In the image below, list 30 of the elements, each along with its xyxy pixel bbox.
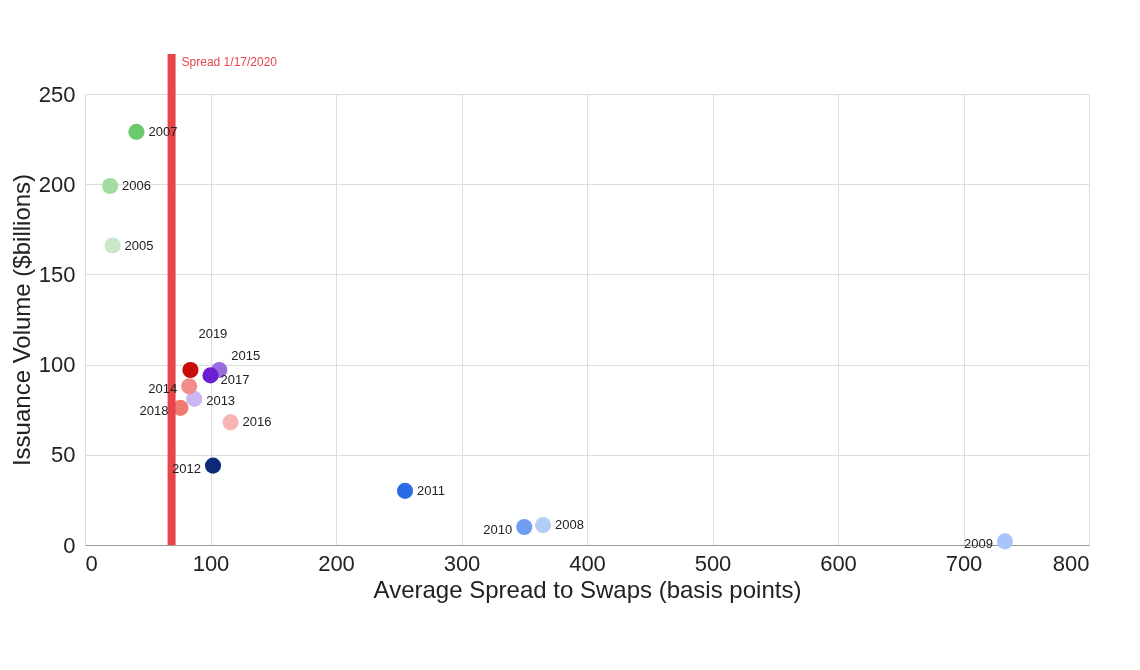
series-label: 2018 [139,402,169,418]
series-label: 2011 [417,482,445,498]
series-label: 2013 [206,392,236,408]
series-label: 2017 [220,372,250,388]
y-tick-label: 50 [51,442,76,468]
x-tick-label: 500 [694,550,732,576]
series-label: 2006 [122,178,152,193]
y-tick-label: 100 [38,352,76,378]
x-axis-title: Average Spread to Swaps (basis points) [373,575,802,603]
x-tick-label: 0 [85,550,98,576]
x-tick-label: 600 [820,550,857,576]
y-tick-label: 150 [38,261,76,287]
series-label: 2016 [242,414,272,430]
series-label: 2010 [483,521,513,537]
series-label: 2005 [124,237,154,253]
x-tick-label: 300 [443,550,481,576]
x-tick-label: 800 [1052,550,1090,576]
series-label: 2015 [231,348,261,364]
series-label: 2009 [963,536,993,552]
y-axis-title: Issuance Volume ($billions) [7,173,35,467]
y-tick-label: 250 [38,81,76,107]
series-label: 2019 [198,326,228,342]
x-tick-label: 200 [318,550,355,576]
x-tick-label: 100 [192,550,230,576]
x-tick-label: 400 [569,550,606,576]
y-tick-label: 0 [63,532,76,558]
series-label: 2008 [555,517,584,533]
ref-line-label: Spread 1/17/2020 [181,55,278,69]
y-tick-label: 200 [38,171,76,197]
x-tick-label: 700 [945,550,983,576]
